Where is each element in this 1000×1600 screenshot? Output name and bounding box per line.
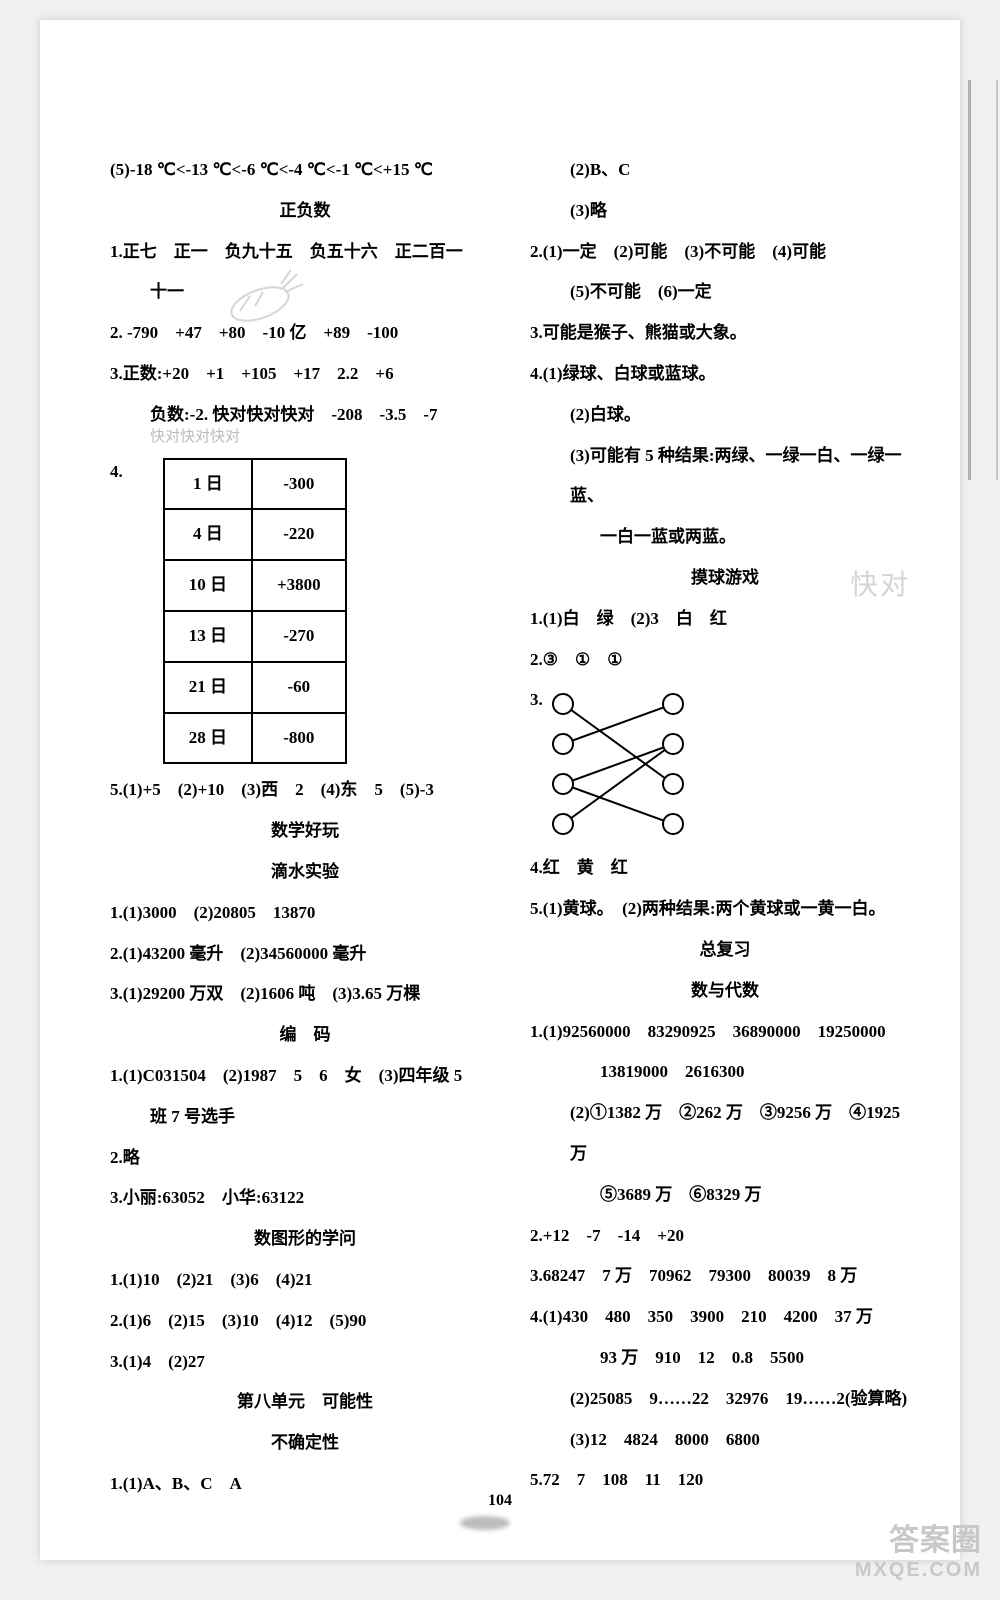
text-line: (3)可能有 5 种结果:两绿、一绿一白、一绿一蓝、 [530,436,920,518]
section-heading: 数与代数 [530,971,920,1012]
table-cell: 1 日 [164,459,252,510]
text-line: 3.小丽:63052 小华:63122 [110,1178,500,1219]
text-line: 2.(1)一定 (2)可能 (3)不可能 (4)可能 [530,232,920,273]
text-line: 2.(1)6 (2)15 (3)10 (4)12 (5)90 [110,1301,500,1342]
text-line: 1.(1)白 绿 (2)3 白 红 [530,599,920,640]
table-cell: +3800 [252,560,346,611]
text-line: (5)不可能 (6)一定 [530,272,920,313]
doodle-carrot-icon [205,266,315,326]
text-line: 13819000 2616300 [530,1052,920,1093]
text-line: 3.可能是猴子、熊猫或大象。 [530,313,920,354]
text-line: (3)12 4824 8000 6800 [530,1420,920,1461]
watermark-title: 答案圈 [855,1515,982,1559]
question-label: 3. [530,680,543,721]
table-cell: -270 [252,611,346,662]
question-label: 4. [110,452,123,493]
section-heading: 数学好玩 [110,811,500,852]
scan-artifact [968,80,998,480]
table-cell: 21 日 [164,662,252,713]
text-line: 1.(1)C031504 (2)1987 5 6 女 (3)四年级 5 [110,1056,500,1097]
table-cell: -800 [252,713,346,764]
section-heading: 总复习 [530,930,920,971]
page: (5)-18 ℃<-13 ℃<-6 ℃<-4 ℃<-1 ℃<+15 ℃ 正负数 … [40,20,960,1560]
text-line: 1.(1)10 (2)21 (3)6 (4)21 [110,1260,500,1301]
section-heading: 编 码 [110,1015,500,1056]
watermark-url: MXQE.COM [855,1559,982,1582]
section-heading: 正负数 [110,191,500,232]
text-line: 一白一蓝或两蓝。 [530,517,920,558]
text-line: 4.(1)绿球、白球或蓝球。 [530,354,920,395]
text-line: 2.+12 -7 -14 +20 [530,1216,920,1257]
text-line: 3.(1)4 (2)27 [110,1342,500,1383]
text-line: 1.(1)92560000 83290925 36890000 19250000 [530,1012,920,1053]
text-line: 4.红 黄 红 [530,848,920,889]
text-line: 3.正数:+20 +1 +105 +17 2.2 +6 [110,354,500,395]
columns: (5)-18 ℃<-13 ℃<-6 ℃<-4 ℃<-1 ℃<+15 ℃ 正负数 … [110,150,920,1505]
table-cell: -220 [252,509,346,560]
text-line: (2)①1382 万 ②262 万 ③9256 万 ④1925 万 [530,1093,920,1175]
text-line: ⑤3689 万 ⑥8329 万 [530,1175,920,1216]
text-line: 2.略 [110,1138,500,1179]
text-line: 5.(1)黄球。 (2)两种结果:两个黄球或一黄一白。 [530,889,920,930]
text-line: 3.68247 7 万 70962 79300 80039 8 万 [530,1256,920,1297]
text-line: 93 万 910 12 0.8 5500 [530,1338,920,1379]
text-line: (5)-18 ℃<-13 ℃<-6 ℃<-4 ℃<-1 ℃<+15 ℃ [110,150,500,191]
scan-smudge [460,1516,510,1530]
section-heading: 不确定性 [110,1423,500,1464]
source-watermark: 答案圈 MXQE.COM [855,1515,982,1582]
table-cell: 10 日 [164,560,252,611]
text-line: 班 7 号选手 [110,1097,500,1138]
table-cell: 28 日 [164,713,252,764]
text-line: 4.(1)430 480 350 3900 210 4200 37 万 [530,1297,920,1338]
table-cell: 4 日 [164,509,252,560]
data-table: 1 日-300 4 日-220 10 日+3800 13 日-270 21 日-… [163,458,347,765]
section-heading: 第八单元 可能性 [110,1382,500,1423]
table-cell: -300 [252,459,346,510]
text-line: 2.③ ① ① [530,640,920,681]
text-line: 1.(1)3000 (2)20805 13870 [110,893,500,934]
table-cell: 13 日 [164,611,252,662]
text-line: 2.(1)43200 毫升 (2)34560000 毫升 [110,934,500,975]
left-column: (5)-18 ℃<-13 ℃<-6 ℃<-4 ℃<-1 ℃<+15 ℃ 正负数 … [110,150,500,1505]
table-cell: -60 [252,662,346,713]
text-line: (2)B、C [530,150,920,191]
page-number: 104 [40,1492,960,1510]
matching-diagram [543,684,703,844]
text-line: 5.(1)+5 (2)+10 (3)西 2 (4)东 5 (5)-3 [110,770,500,811]
section-heading: 摸球游戏 [530,558,920,599]
text-line: 3.(1)29200 万双 (2)1606 吨 (3)3.65 万棵 [110,974,500,1015]
section-heading: 数图形的学问 [110,1219,500,1260]
section-heading: 滴水实验 [110,852,500,893]
text-line: (3)略 [530,191,920,232]
text-line: (2)25085 9……22 32976 19……2(验算略) [530,1379,920,1420]
right-column: (2)B、C (3)略 2.(1)一定 (2)可能 (3)不可能 (4)可能 (… [530,150,920,1505]
text-line: (2)白球。 [530,395,920,436]
